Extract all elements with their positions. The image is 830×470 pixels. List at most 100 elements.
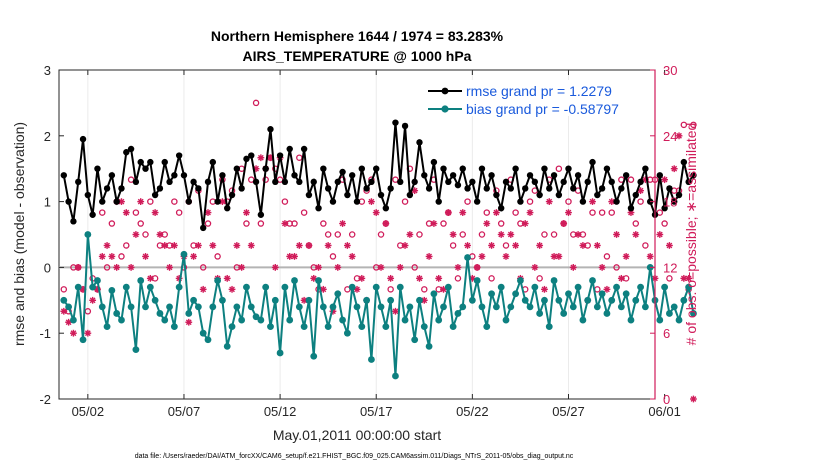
assimilated-obs-point xyxy=(579,242,587,249)
possible-obs-point xyxy=(416,231,423,238)
assimilated-obs-point xyxy=(84,329,92,337)
y-axis-right: 0 6 12 18 24 30 xyxy=(650,63,677,407)
asterisk-stroke xyxy=(431,220,437,227)
assimilated-obs-point xyxy=(271,264,279,271)
x-tick-label: 05/27 xyxy=(552,404,585,419)
bias-point xyxy=(416,296,423,304)
rmse-point xyxy=(488,172,495,179)
assimilated-obs-point xyxy=(425,253,433,260)
bias-point xyxy=(175,283,183,291)
possible-obs-point xyxy=(666,275,673,282)
bias-point xyxy=(70,316,77,324)
rmse-point xyxy=(99,198,106,205)
asterisk-stroke xyxy=(531,264,538,271)
asterisk-stroke xyxy=(493,209,500,216)
asterisk-stroke xyxy=(99,253,106,260)
rmse-point xyxy=(397,178,404,186)
asterisk-stroke xyxy=(219,198,226,205)
x-axis: 05/02 05/07 05/12 05/17 05/22 05/27 06/01 xyxy=(72,70,681,419)
asterisk-stroke xyxy=(551,253,557,260)
possible-obs-point xyxy=(281,198,289,205)
assimilated-obs-point xyxy=(593,242,601,249)
rmse-point xyxy=(348,172,356,179)
asterisk-stroke xyxy=(339,220,346,227)
rmse-point xyxy=(536,191,543,199)
bias-point xyxy=(613,283,620,291)
rmse-point xyxy=(252,178,260,186)
possible-obs-point xyxy=(300,209,308,216)
possible-obs-point xyxy=(103,264,111,271)
rmse-point xyxy=(286,145,293,153)
rmse-point xyxy=(406,191,414,199)
rmse-point xyxy=(118,185,125,192)
asterisk-stroke xyxy=(455,264,461,271)
bias-point xyxy=(305,296,313,304)
rmse-point xyxy=(305,191,313,199)
asterisk-stroke xyxy=(555,253,562,260)
assimilated-obs-point xyxy=(569,264,577,271)
x-tick-label: 05/02 xyxy=(72,404,105,419)
rmse-point xyxy=(512,165,519,172)
asterisk-stroke xyxy=(680,275,687,282)
y-tick-label: -1 xyxy=(39,326,51,341)
rmse-point xyxy=(219,172,226,179)
assimilated-obs-point xyxy=(372,209,380,216)
bias-point xyxy=(483,323,491,331)
possible-obs-point xyxy=(257,220,265,227)
assimilated-obs-point xyxy=(464,242,471,249)
y-tick-label: 0 xyxy=(44,260,51,275)
bias-point xyxy=(113,310,121,317)
bias-point xyxy=(199,329,207,337)
rmse-point xyxy=(642,165,649,172)
possible-obs-point xyxy=(421,286,428,293)
bias-point xyxy=(392,372,399,380)
asterisk-stroke xyxy=(445,209,452,216)
rmse-point xyxy=(541,165,548,172)
assimilated-obs-point xyxy=(416,274,423,282)
possible-obs-point xyxy=(464,198,471,205)
bias-point xyxy=(194,303,202,311)
asterisk-stroke xyxy=(137,198,144,205)
bias-point xyxy=(281,283,289,291)
rmse-point xyxy=(65,198,72,205)
assimilated-obs-point xyxy=(199,285,207,293)
asterisk-stroke xyxy=(257,154,264,161)
rmse-point xyxy=(531,178,539,186)
asterisk-stroke xyxy=(306,242,312,249)
assimilated-obs-point xyxy=(368,198,375,205)
rmse-point xyxy=(209,158,217,166)
rmse-point xyxy=(113,198,120,205)
assimilated-obs-point xyxy=(430,220,438,227)
possible-obs-point xyxy=(137,220,144,227)
bias-point xyxy=(329,303,337,311)
bias-point xyxy=(257,316,265,324)
rmse-point xyxy=(483,185,490,192)
possible-obs-point xyxy=(123,242,130,249)
bias-point xyxy=(464,254,471,261)
rmse-point xyxy=(594,191,601,199)
assimilated-obs-point xyxy=(406,231,414,238)
bias-point xyxy=(512,290,520,298)
rmse-point xyxy=(363,185,370,192)
possible-obs-point xyxy=(454,275,462,282)
asterisk-stroke xyxy=(503,253,509,260)
possible-obs-point xyxy=(690,121,697,129)
bias-point xyxy=(252,313,260,321)
rmse-point xyxy=(281,178,289,186)
bias-point xyxy=(118,316,125,324)
asterisk-stroke xyxy=(378,264,384,271)
bias-point xyxy=(459,303,467,311)
bias-point xyxy=(233,303,241,311)
asterisk-stroke xyxy=(387,275,394,282)
asterisk-stroke xyxy=(325,242,332,249)
bias-point xyxy=(545,323,553,331)
asterisk-stroke xyxy=(354,286,360,293)
assimilated-obs-point xyxy=(670,165,678,173)
rmse-point xyxy=(661,204,668,212)
bias-point xyxy=(680,296,688,304)
rmse-point xyxy=(103,185,111,192)
asterisk-stroke xyxy=(411,187,418,194)
bias-point xyxy=(238,316,246,324)
rmse-point xyxy=(570,185,577,192)
rmse-point xyxy=(180,172,188,179)
